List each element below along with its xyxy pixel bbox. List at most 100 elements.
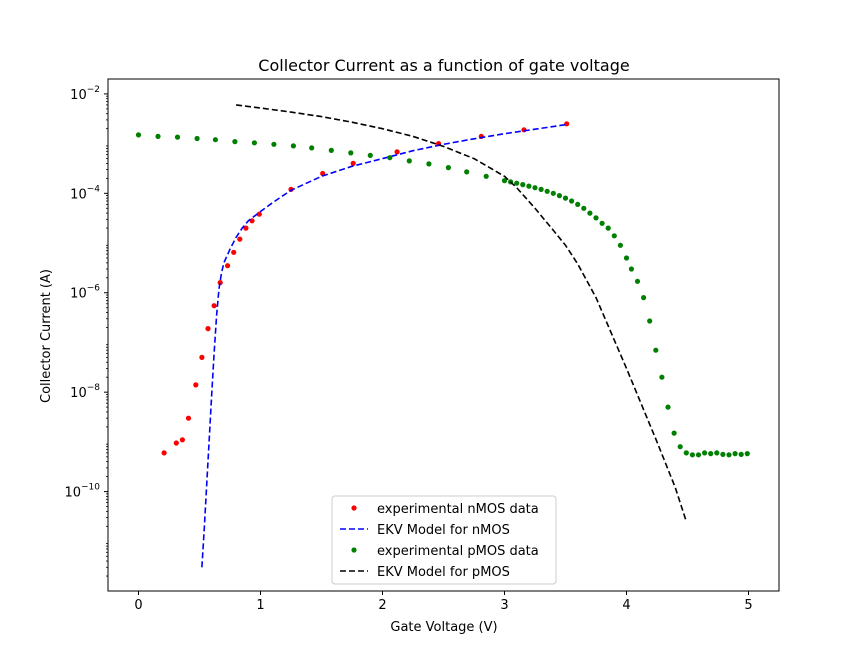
- series-2-point-23: [526, 183, 532, 189]
- series-2-point-5: [232, 139, 238, 145]
- series-0-point-10: [231, 249, 237, 255]
- series-2-point-37: [611, 233, 617, 239]
- series-2-point-57: [732, 451, 738, 457]
- series-2-point-25: [538, 186, 544, 192]
- series-0-point-1: [173, 440, 179, 446]
- series-2-point-44: [653, 347, 659, 353]
- series-2-point-6: [251, 140, 257, 146]
- series-2-point-30: [569, 198, 575, 204]
- series-2-point-4: [212, 137, 218, 143]
- x-tick-label-1: 1: [256, 598, 264, 613]
- series-2-point-46: [665, 404, 671, 410]
- y-tick-label-1: 10−8: [70, 383, 100, 401]
- series-2-point-52: [702, 450, 708, 456]
- x-tick-label-4: 4: [622, 598, 630, 613]
- series-2-point-34: [593, 215, 599, 221]
- series-2-point-45: [659, 374, 665, 380]
- series-2-point-12: [367, 152, 373, 158]
- legend-label-2: experimental pMOS data: [377, 544, 539, 559]
- series-2-point-48: [677, 444, 683, 450]
- series-2-point-40: [628, 266, 635, 272]
- series-0-point-2: [179, 437, 185, 443]
- series-2-point-51: [695, 452, 702, 458]
- series-2-point-19: [501, 178, 508, 184]
- series-2-point-21: [514, 180, 520, 186]
- series-0-point-8: [217, 280, 223, 286]
- series-2-point-1: [155, 133, 161, 139]
- series-2-point-24: [532, 185, 538, 191]
- legend: experimental nMOS data EKV Model for nMOS…: [331, 495, 557, 585]
- series-2-point-38: [617, 242, 624, 248]
- x-axis: 0 1 2 3 4 5: [134, 591, 753, 613]
- series-2-point-59: [744, 451, 750, 457]
- series-1: [201, 123, 566, 568]
- series-2-point-15: [426, 161, 432, 167]
- series-2: [135, 132, 750, 458]
- series-2-point-50: [689, 452, 696, 458]
- series-0-point-13: [249, 218, 255, 224]
- plot-frame: [107, 78, 780, 592]
- legend-label-3: EKV Model for pMOS: [377, 565, 510, 580]
- series-2-point-42: [641, 295, 647, 301]
- series-2-point-26: [544, 188, 550, 194]
- series-2-point-22: [520, 182, 526, 188]
- series-2-point-36: [605, 225, 611, 231]
- series-2-point-35: [599, 220, 605, 226]
- series-0: [161, 121, 570, 456]
- series-2-point-3: [194, 135, 200, 142]
- y-tick-label-3: 10−4: [70, 184, 100, 202]
- legend-box: [331, 495, 557, 585]
- series-2-point-14: [406, 158, 412, 164]
- series-2-point-31: [575, 201, 581, 207]
- x-tick-label-3: 3: [500, 598, 508, 613]
- series-2-point-7: [271, 141, 277, 147]
- series-line-3: [235, 104, 688, 522]
- series-0-point-14: [256, 211, 262, 217]
- legend-label-0: experimental nMOS data: [377, 502, 539, 517]
- y-tick-label-0: 10−10: [64, 483, 100, 501]
- legend-label-1: EKV Model for nMOS: [377, 523, 510, 538]
- series-2-point-9: [309, 145, 315, 151]
- legend-swatch-2: [351, 547, 357, 553]
- y-axis-label: Collector Current (A): [39, 269, 54, 403]
- series-0-point-7: [211, 303, 217, 309]
- series-2-point-13: [387, 155, 393, 161]
- series-2-point-17: [464, 169, 470, 175]
- series-2-point-28: [556, 193, 563, 199]
- y-tick-label-4: 10−2: [70, 85, 100, 103]
- series-2-point-55: [720, 451, 726, 457]
- series-0-point-0: [161, 450, 167, 456]
- series-2-point-58: [738, 451, 744, 457]
- series-2-point-18: [483, 173, 489, 179]
- series-2-point-10: [328, 147, 334, 153]
- series-2-point-32: [581, 205, 587, 211]
- series-2-point-39: [623, 255, 630, 261]
- x-tick-label-0: 0: [134, 598, 142, 613]
- plot-area: [135, 104, 750, 568]
- series-3: [235, 104, 688, 522]
- series-0-point-12: [243, 225, 249, 231]
- y-tick-label-2: 10−6: [70, 284, 100, 302]
- series-2-point-33: [587, 210, 593, 216]
- series-2-point-2: [174, 134, 181, 140]
- x-axis-label: Gate Voltage (V): [390, 620, 497, 635]
- series-2-point-54: [714, 450, 720, 456]
- series-0-point-3: [185, 415, 192, 421]
- series-2-point-29: [562, 195, 569, 201]
- series-0-point-17: [350, 160, 356, 166]
- series-2-point-47: [671, 430, 677, 436]
- series-2-point-11: [348, 150, 354, 156]
- series-2-point-27: [550, 190, 556, 196]
- series-2-point-56: [726, 452, 732, 458]
- series-line-1: [201, 123, 566, 568]
- series-0-point-6: [205, 326, 211, 332]
- x-tick-label-2: 2: [378, 598, 386, 613]
- series-2-point-49: [683, 450, 689, 456]
- y-axis: 10−10 10−8 10−6 10−4 10−2: [64, 85, 108, 577]
- series-2-point-0: [135, 132, 142, 138]
- series-0-point-11: [237, 236, 243, 242]
- chart-title: Collector Current as a function of gate …: [258, 56, 629, 75]
- series-2-point-43: [647, 318, 653, 324]
- series-2-point-53: [708, 451, 714, 457]
